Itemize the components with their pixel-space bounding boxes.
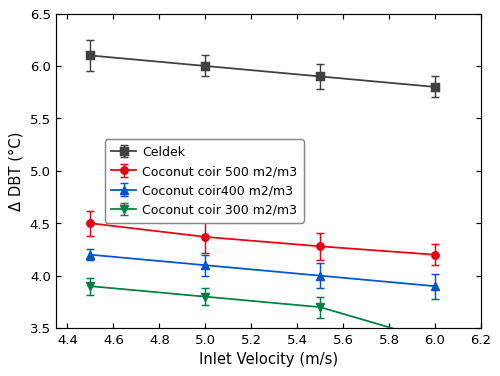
X-axis label: Inlet Velocity (m/s): Inlet Velocity (m/s) <box>199 352 338 367</box>
Y-axis label: Δ DBT (°C): Δ DBT (°C) <box>9 131 24 211</box>
Legend: Celdek, Coconut coir 500 m2/m3, Coconut coir400 m2/m3, Coconut coir 300 m2/m3: Celdek, Coconut coir 500 m2/m3, Coconut … <box>104 139 304 223</box>
